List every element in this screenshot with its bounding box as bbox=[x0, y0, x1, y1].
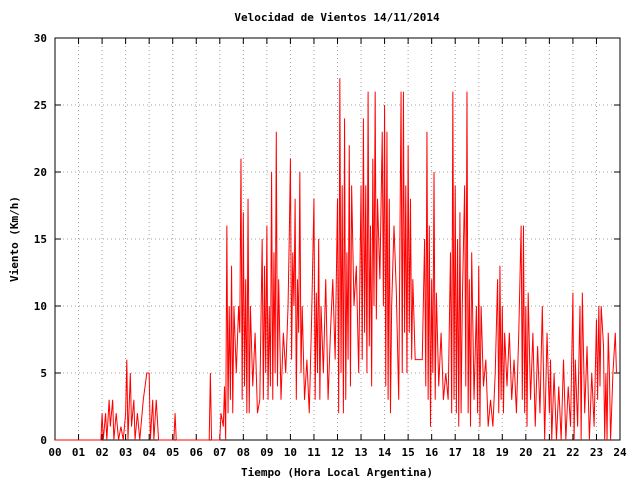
wind-line bbox=[55, 78, 617, 441]
y-tick-label: 15 bbox=[34, 233, 47, 246]
x-tick-label: 07 bbox=[213, 446, 226, 459]
y-tick-label: 30 bbox=[34, 32, 47, 45]
x-tick-label: 14 bbox=[378, 446, 392, 459]
y-tick-label: 20 bbox=[34, 166, 47, 179]
x-tick-label: 02 bbox=[95, 446, 108, 459]
plot-frame bbox=[54, 37, 621, 441]
x-tick-label: 08 bbox=[237, 446, 250, 459]
x-tick-label: 24 bbox=[613, 446, 627, 459]
x-tick-label: 01 bbox=[72, 446, 86, 459]
x-tick-label: 04 bbox=[143, 446, 157, 459]
x-tick-label: 00 bbox=[48, 446, 61, 459]
y-axis-label: Viento (Km/h) bbox=[8, 196, 21, 282]
x-tick-label: 13 bbox=[354, 446, 367, 459]
x-tick-label: 19 bbox=[496, 446, 509, 459]
x-tick-label: 09 bbox=[260, 446, 273, 459]
x-tick-label: 10 bbox=[284, 446, 297, 459]
x-tick-label: 11 bbox=[307, 446, 321, 459]
chart-title: Velocidad de Vientos 14/11/2014 bbox=[234, 11, 440, 24]
x-tick-label: 03 bbox=[119, 446, 132, 459]
x-tick-label: 21 bbox=[543, 446, 557, 459]
y-tick-label: 0 bbox=[40, 434, 47, 447]
y-tick-label: 10 bbox=[34, 300, 47, 313]
x-tick-label: 16 bbox=[425, 446, 439, 459]
x-tick-label: 23 bbox=[590, 446, 603, 459]
x-tick-label: 20 bbox=[519, 446, 532, 459]
x-tick-label: 12 bbox=[331, 446, 344, 459]
x-tick-label: 22 bbox=[566, 446, 579, 459]
x-axis-label: Tiempo (Hora Local Argentina) bbox=[241, 466, 433, 479]
y-tick-label: 5 bbox=[40, 367, 47, 380]
x-tick-label: 18 bbox=[472, 446, 485, 459]
x-tick-label: 17 bbox=[449, 446, 462, 459]
x-tick-label: 06 bbox=[190, 446, 204, 459]
x-tick-label: 15 bbox=[402, 446, 415, 459]
y-tick-label: 25 bbox=[34, 99, 47, 112]
x-tick-label: 05 bbox=[166, 446, 179, 459]
